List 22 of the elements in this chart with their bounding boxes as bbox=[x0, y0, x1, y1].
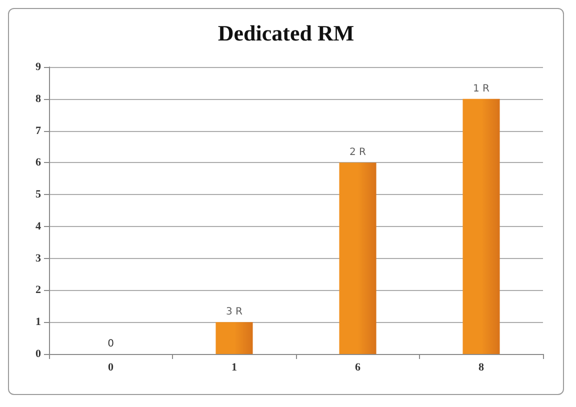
y-tick-label: 4 bbox=[36, 220, 42, 232]
chart-title: Dedicated RM bbox=[218, 20, 354, 46]
x-tick-label: 8 bbox=[478, 362, 484, 374]
y-tick-label: 0 bbox=[36, 348, 42, 360]
y-tick-label: 2 bbox=[36, 284, 42, 296]
y-tick-label: 7 bbox=[36, 124, 42, 137]
y-tick-label: 9 bbox=[36, 61, 42, 73]
annotation: 3 R bbox=[226, 306, 243, 318]
y-tick-label: 1 bbox=[36, 316, 41, 328]
annotation: 2 R bbox=[350, 147, 366, 158]
x-tick-label: 0 bbox=[108, 362, 114, 374]
y-tick-label: 8 bbox=[36, 92, 42, 105]
bar bbox=[339, 162, 376, 354]
bar bbox=[462, 98, 500, 354]
data-label: 0 bbox=[108, 338, 114, 350]
bar bbox=[216, 322, 253, 354]
y-tick-label: 3 bbox=[36, 252, 42, 264]
y-tick-label: 5 bbox=[36, 188, 42, 201]
x-tick-label: 1 bbox=[232, 362, 237, 374]
x-tick-label: 6 bbox=[355, 362, 361, 374]
y-tick-label: 6 bbox=[36, 156, 42, 169]
annotation: 1 R bbox=[473, 83, 490, 94]
